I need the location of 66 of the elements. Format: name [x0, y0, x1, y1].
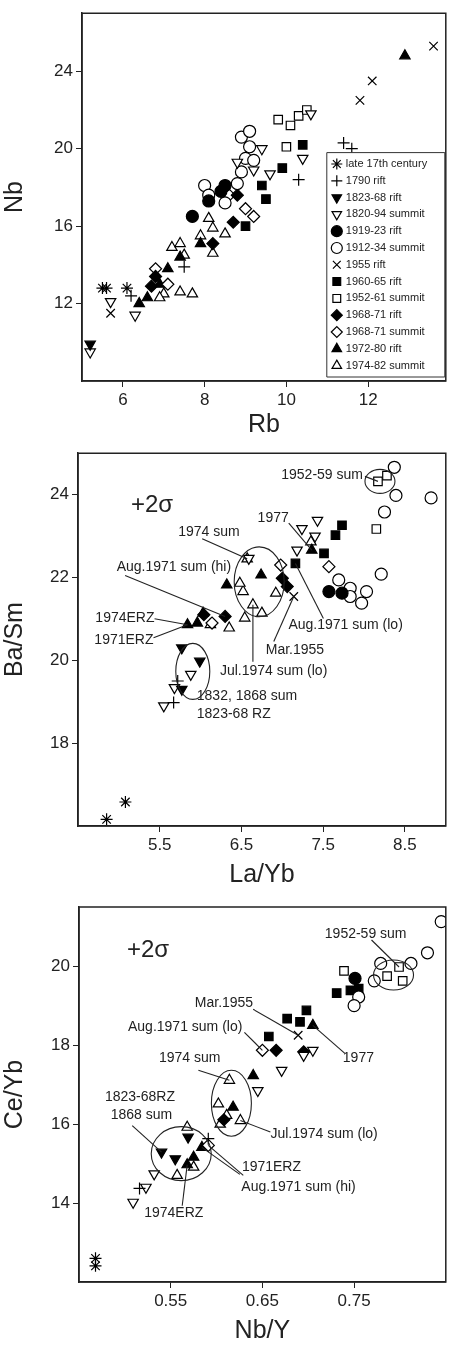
x-tick-label: 8.5: [393, 834, 417, 854]
annotation: 1971ERZ: [241, 1158, 302, 1175]
y-axis-title: Nb: [0, 181, 27, 214]
annotation: Aug.1971 sum (hi): [241, 1178, 356, 1195]
annotation: 1977: [257, 508, 289, 525]
annotation: 1974ERZ: [95, 608, 155, 625]
y-tick-label: 20: [54, 138, 73, 158]
x-tick-label: 0.55: [154, 1290, 188, 1310]
y-tick-label: 16: [54, 215, 73, 235]
annotation: 1974ERZ: [144, 1203, 204, 1220]
annotation: Mar.1955: [194, 994, 254, 1011]
y-tick-label: 18: [50, 732, 69, 752]
annotation: 1868 sum: [110, 1106, 173, 1123]
legend-label: 1972-80 rift: [345, 341, 402, 354]
annotation: 1974 sum: [158, 1049, 221, 1066]
x-tick-label: 0.65: [245, 1290, 279, 1310]
x-axis-title: Nb/Y: [234, 1314, 291, 1343]
x-tick-label: 8: [199, 389, 210, 409]
x-axis-title: La/Yb: [229, 858, 295, 887]
annotation: 1823-68 RZ: [196, 705, 272, 722]
annotation: Aug.1971 sum (lo): [288, 616, 403, 633]
x-tick-label: 5.5: [147, 834, 172, 854]
x-tick-label: 6.5: [229, 834, 254, 854]
legend-label: 1968-71 rift: [345, 308, 402, 321]
x-axis-title: Rb: [247, 408, 280, 437]
x-tick-label: 0.75: [337, 1290, 371, 1310]
annotation: +2σ: [130, 489, 174, 517]
x-tick-label: 10: [276, 389, 296, 409]
annotation: Jul.1974 sum (lo): [219, 661, 328, 678]
x-tick-label: 7.5: [311, 834, 336, 854]
annotation: Jul.1974 sum (lo): [270, 1124, 378, 1141]
legend-label: 1820-94 summit: [345, 207, 425, 220]
y-axis-title: Ce/Yb: [0, 1059, 27, 1130]
y-tick-label: 14: [51, 1192, 70, 1212]
annotation: Aug.1971 sum (hi): [116, 558, 232, 575]
y-tick-label: 22: [50, 567, 69, 587]
y-tick-label: 20: [50, 650, 69, 669]
y-tick-label: 12: [54, 293, 73, 313]
annotation: +2σ: [126, 934, 170, 962]
legend-label: 1974-82 summit: [345, 358, 425, 371]
y-tick-label: 18: [51, 1034, 70, 1054]
x-tick-label: 6: [118, 389, 128, 409]
legend-label: 1823-68 rift: [345, 190, 402, 203]
y-axis-title: Ba/Sm: [0, 602, 27, 678]
annotation: 1952-59 sum: [281, 466, 363, 483]
y-tick-label: 24: [54, 60, 73, 80]
annotation: Mar.1955: [265, 641, 325, 658]
y-tick-label: 16: [51, 1113, 70, 1133]
annotation: 1974 sum: [178, 522, 240, 539]
legend-label: 1968-71 summit: [345, 325, 425, 338]
legend-label: 1952-61 summit: [345, 291, 425, 304]
y-tick-label: 20: [51, 955, 70, 975]
legend-label: 1919-23 rift: [345, 224, 402, 237]
annotation: 1832, 1868 sum: [196, 687, 298, 704]
annotation: 1977: [342, 1049, 375, 1066]
y-tick-label: 24: [50, 484, 69, 504]
legend-label: 1955 rift: [345, 257, 386, 270]
x-tick-label: 12: [358, 389, 378, 409]
legend-label: 1912-34 summit: [345, 241, 425, 254]
legend-label: late 17th century: [345, 157, 428, 170]
legend-label: 1960-65 rift: [345, 274, 402, 287]
annotation: 1823-68RZ: [104, 1087, 176, 1104]
annotation: 1952-59 sum: [324, 924, 407, 941]
annotation: 1971ERZ: [94, 630, 154, 647]
legend-label: 1790 rift: [345, 173, 386, 186]
annotation: Aug.1971 sum (lo): [127, 1018, 243, 1035]
